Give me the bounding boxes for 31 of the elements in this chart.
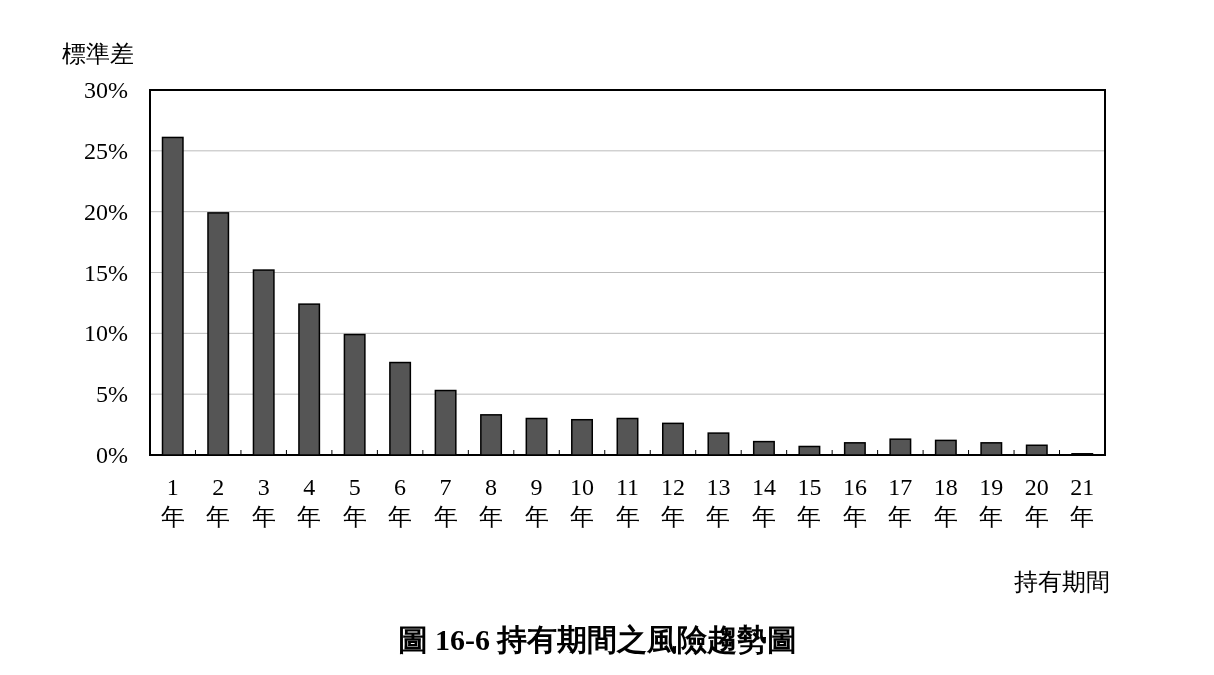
y-tick-label: 20% xyxy=(84,198,128,225)
x-tick-label: 14 年 xyxy=(751,474,776,530)
x-tick-label: 21 年 xyxy=(1070,474,1095,530)
y-tick-label: 30% xyxy=(84,77,128,103)
y-tick-label: 5% xyxy=(96,381,128,408)
y-tick-label: 25% xyxy=(84,137,128,164)
x-tick-label: 7 年 xyxy=(433,474,458,530)
x-tick-label: 10 年 xyxy=(570,474,595,530)
x-axis-title: 持有期間 xyxy=(1014,569,1110,595)
y-axis-title: 標準差 xyxy=(62,41,134,67)
x-tick-label: 9 年 xyxy=(524,474,549,530)
y-tick-label: 0% xyxy=(96,442,128,468)
x-tick-label: 12 年 xyxy=(660,474,685,530)
x-tick-label: 6 年 xyxy=(388,474,413,530)
x-tick-label: 8 年 xyxy=(479,474,504,530)
x-tick-label: 1 年 xyxy=(160,474,185,530)
x-tick-label: 4 年 xyxy=(297,474,322,530)
x-tick-label: 18 年 xyxy=(933,474,958,530)
x-tick-label: 13 年 xyxy=(706,474,731,530)
y-tick-label: 15% xyxy=(84,259,128,286)
x-tick-label: 16 年 xyxy=(842,474,867,530)
x-tick-label: 20 年 xyxy=(1024,474,1049,530)
text: 圖 16-6 持有期間之風險趨勢圖 xyxy=(397,623,798,656)
x-tick-label: 11 年 xyxy=(615,474,640,530)
y-tick-label: 10% xyxy=(84,320,128,347)
x-tick-label: 17 年 xyxy=(888,474,913,530)
x-tick-label: 15 年 xyxy=(797,474,822,530)
x-tick-label: 2 年 xyxy=(206,474,231,530)
x-tick-label: 3 年 xyxy=(251,474,276,530)
x-tick-label: 19 年 xyxy=(979,474,1004,530)
x-tick-label: 5 年 xyxy=(342,474,367,530)
